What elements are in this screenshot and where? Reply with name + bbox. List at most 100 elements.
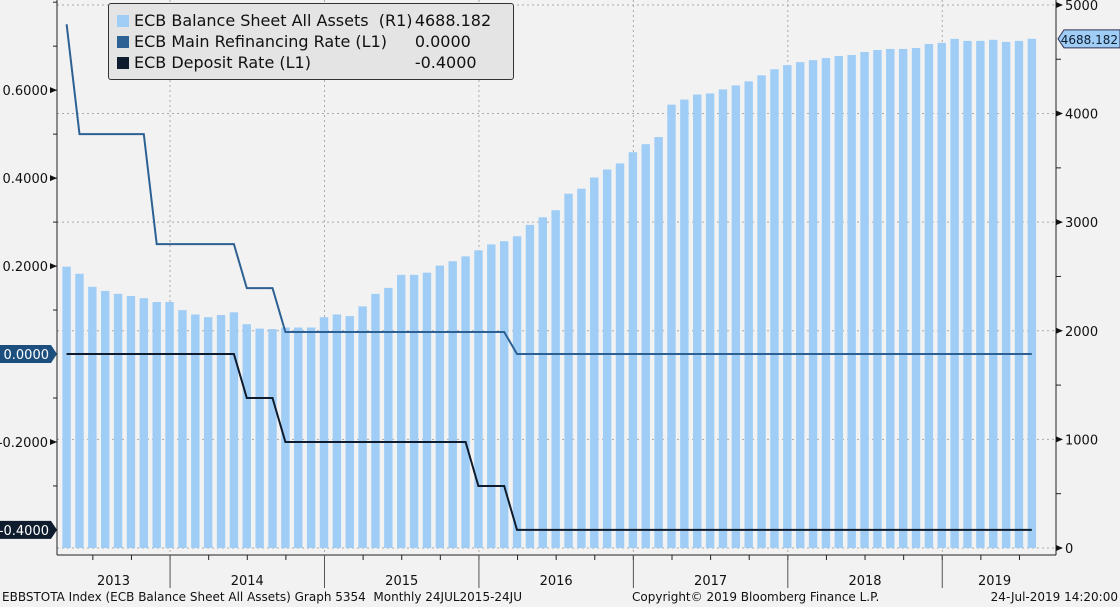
bar: [602, 169, 612, 548]
legend-label: ECB Main Refinancing Rate (L1): [134, 32, 388, 51]
bar: [332, 314, 342, 548]
bar: [731, 85, 741, 549]
bar: [989, 39, 998, 548]
legend-item-main-refi: ECB Main Refinancing Rate (L1) 0.0000: [117, 31, 513, 52]
left-tick-marker: [50, 263, 57, 270]
bar: [62, 266, 71, 548]
bar: [345, 316, 354, 548]
bar: [538, 217, 547, 548]
bar: [834, 55, 843, 548]
right-tick-marker: [1056, 219, 1063, 226]
bar: [139, 298, 149, 548]
legend-label: ECB Deposit Rate (L1): [134, 53, 311, 72]
bar: [422, 272, 432, 548]
left-value-tag: [0, 520, 57, 539]
legend-swatch: [117, 35, 129, 48]
left-tick-label: 0.0000: [4, 348, 50, 363]
bar: [358, 306, 367, 548]
bar: [718, 89, 728, 549]
bar: [1027, 38, 1037, 548]
bar: [1014, 40, 1024, 549]
bar: [448, 261, 457, 548]
bar: [216, 315, 226, 548]
bar: [615, 163, 625, 548]
right-tick-label: 1000: [1065, 433, 1098, 448]
bar: [886, 48, 895, 548]
bar: [191, 314, 200, 548]
bar: [705, 93, 715, 548]
bar: [306, 327, 316, 548]
right-value-tag-label: 4688.182: [1061, 33, 1118, 47]
legend-item-balance-sheet: ECB Balance Sheet All Assets (R1) 4688.1…: [117, 10, 513, 31]
bar: [808, 60, 818, 548]
series-line-deposit: [66, 353, 1032, 531]
bar: [847, 55, 856, 549]
left-tick-label: -0.2000: [0, 436, 48, 451]
x-year-label: 2015: [385, 574, 418, 589]
x-year-label: 2013: [97, 574, 130, 589]
right-tick-label: 0: [1065, 542, 1073, 557]
x-year-label: 2014: [231, 574, 264, 589]
left-tick-label: 0.2000: [3, 260, 49, 275]
bar: [461, 256, 470, 548]
bar: [950, 38, 959, 549]
bar: [499, 241, 509, 548]
bar: [963, 40, 972, 549]
bar: [976, 40, 985, 549]
bar: [667, 104, 676, 548]
footer-source: EBBSTOTA Index (ECB Balance Sheet All As…: [2, 590, 523, 604]
bar: [203, 317, 213, 548]
right-tick-marker: [1056, 436, 1063, 443]
bar: [409, 274, 419, 548]
left-tick-label: 0.6000: [3, 84, 49, 99]
x-year-label: 2016: [540, 574, 573, 589]
left-tick-label: -0.4000: [0, 524, 49, 539]
bar: [590, 177, 599, 548]
bar: [397, 274, 406, 548]
bar: [113, 293, 123, 548]
bar: [628, 152, 638, 549]
bar: [371, 293, 380, 548]
bar: [795, 62, 805, 548]
bar: [937, 42, 946, 549]
footer-copyright: Copyright© 2019 Bloomberg Finance L.P.: [632, 590, 880, 604]
left-tick-label: 0.4000: [3, 172, 49, 187]
bar: [821, 58, 831, 548]
bar: [873, 50, 882, 549]
bar: [641, 144, 650, 548]
bar: [693, 94, 702, 549]
bar: [744, 81, 753, 549]
legend-value: -0.4000: [414, 53, 477, 72]
bar: [551, 210, 560, 548]
x-year-label: 2017: [694, 574, 727, 589]
bar: [783, 65, 792, 548]
bar: [384, 287, 393, 548]
bar: [126, 296, 136, 548]
bar: [474, 250, 483, 548]
bar: [654, 137, 663, 548]
bar: [178, 310, 187, 548]
bar: [165, 301, 174, 548]
chart-legend: ECB Balance Sheet All Assets (R1) 4688.1…: [108, 3, 514, 80]
right-tick-marker: [1056, 327, 1063, 334]
bar: [898, 48, 908, 548]
legend-swatch: [117, 56, 129, 69]
bar: [577, 188, 586, 548]
bar: [319, 317, 329, 548]
bar: [525, 224, 535, 549]
bar: [152, 301, 161, 548]
bar: [770, 69, 779, 548]
bar: [242, 324, 251, 548]
legend-value: 0.0000: [414, 32, 471, 51]
bar: [229, 312, 239, 548]
bar: [268, 329, 277, 548]
left-tick-marker: [50, 87, 57, 94]
right-tick-marker: [1056, 1, 1063, 8]
bar: [564, 193, 573, 548]
bar: [281, 327, 290, 548]
left-tick-marker: [50, 438, 57, 445]
right-tick-label: 3000: [1065, 216, 1098, 231]
bar: [294, 327, 303, 548]
series-line-main-refi: [65, 24, 1032, 355]
